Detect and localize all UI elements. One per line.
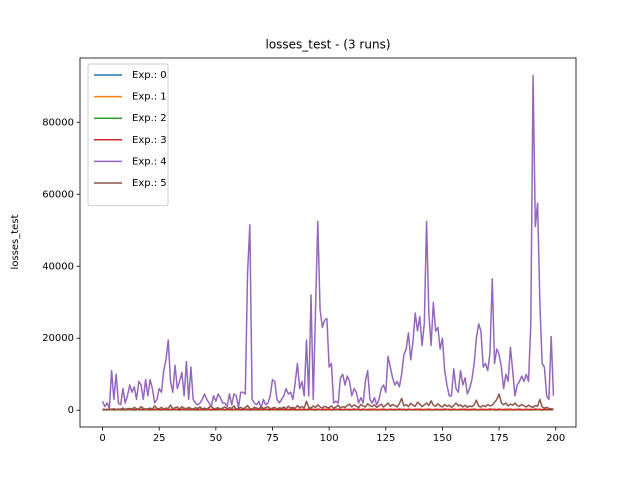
legend-label: Exp.: 2 <box>132 113 167 124</box>
x-tick-label: 175 <box>490 433 509 444</box>
x-tick-label: 100 <box>320 433 339 444</box>
x-tick-label: 150 <box>433 433 452 444</box>
legend-label: Exp.: 1 <box>132 92 167 103</box>
y-tick-label: 0 <box>68 405 74 416</box>
x-tick-label: 25 <box>153 433 166 444</box>
x-tick-label: 75 <box>266 433 279 444</box>
series-line <box>103 409 554 410</box>
legend-label: Exp.: 3 <box>132 135 167 146</box>
y-tick-label: 40000 <box>42 261 74 272</box>
x-tick-label: 125 <box>376 433 395 444</box>
legend-label: Exp.: 0 <box>132 70 167 81</box>
legend-label: Exp.: 5 <box>132 178 167 189</box>
y-tick-label: 80000 <box>42 117 74 128</box>
y-tick-label: 20000 <box>42 333 74 344</box>
x-tick-label: 50 <box>209 433 222 444</box>
legend-label: Exp.: 4 <box>132 156 167 167</box>
y-axis-label: losses_test <box>10 214 21 269</box>
x-tick-label: 0 <box>99 433 105 444</box>
x-tick-label: 200 <box>546 433 565 444</box>
chart-title: losses_test - (3 runs) <box>265 38 390 52</box>
y-tick-label: 60000 <box>42 189 74 200</box>
